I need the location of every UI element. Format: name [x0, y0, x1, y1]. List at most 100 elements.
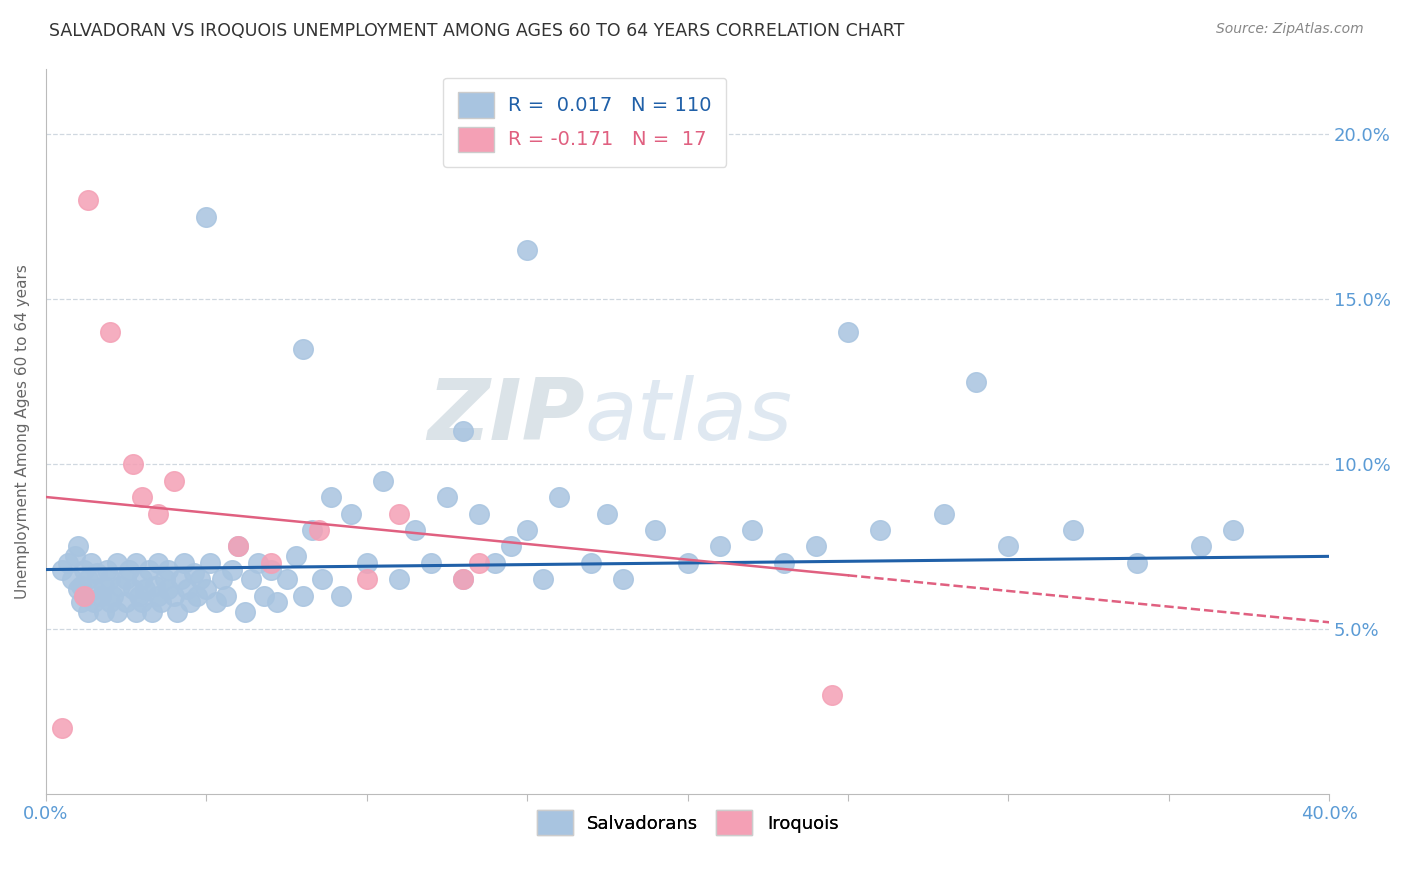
Point	[128, 589, 150, 603]
Point	[308, 523, 330, 537]
Point	[676, 556, 699, 570]
Point	[266, 595, 288, 609]
Point	[468, 507, 491, 521]
Point	[644, 523, 666, 537]
Point	[153, 573, 176, 587]
Point	[138, 562, 160, 576]
Point	[173, 556, 195, 570]
Point	[141, 606, 163, 620]
Point	[150, 595, 173, 609]
Point	[163, 474, 186, 488]
Point	[118, 562, 141, 576]
Point	[73, 589, 96, 603]
Point	[291, 589, 314, 603]
Point	[291, 342, 314, 356]
Point	[51, 562, 73, 576]
Point	[195, 210, 218, 224]
Point	[301, 523, 323, 537]
Point	[1189, 540, 1212, 554]
Point	[965, 375, 987, 389]
Point	[103, 589, 125, 603]
Point	[156, 582, 179, 597]
Point	[93, 579, 115, 593]
Point	[451, 573, 474, 587]
Point	[156, 562, 179, 576]
Point	[741, 523, 763, 537]
Point	[321, 490, 343, 504]
Point	[356, 556, 378, 570]
Point	[58, 556, 80, 570]
Point	[804, 540, 827, 554]
Point	[166, 606, 188, 620]
Text: Source: ZipAtlas.com: Source: ZipAtlas.com	[1216, 22, 1364, 37]
Point	[436, 490, 458, 504]
Point	[131, 490, 153, 504]
Point	[131, 573, 153, 587]
Point	[148, 507, 170, 521]
Point	[76, 606, 98, 620]
Point	[246, 556, 269, 570]
Point	[451, 573, 474, 587]
Point	[419, 556, 441, 570]
Point	[869, 523, 891, 537]
Point	[89, 589, 111, 603]
Point	[131, 595, 153, 609]
Point	[214, 589, 236, 603]
Point	[195, 582, 218, 597]
Point	[772, 556, 794, 570]
Point	[388, 507, 411, 521]
Point	[96, 562, 118, 576]
Point	[997, 540, 1019, 554]
Point	[76, 194, 98, 208]
Text: ZIP: ZIP	[427, 376, 585, 458]
Point	[240, 573, 263, 587]
Legend: Salvadorans, Iroquois: Salvadorans, Iroquois	[522, 796, 853, 850]
Text: atlas: atlas	[585, 376, 793, 458]
Point	[371, 474, 394, 488]
Point	[163, 589, 186, 603]
Point	[148, 556, 170, 570]
Point	[228, 540, 250, 554]
Point	[86, 566, 108, 580]
Point	[73, 589, 96, 603]
Point	[105, 556, 128, 570]
Point	[339, 507, 361, 521]
Point	[837, 325, 859, 339]
Point	[148, 589, 170, 603]
Point	[330, 589, 353, 603]
Point	[186, 589, 208, 603]
Point	[516, 243, 538, 257]
Point	[67, 582, 90, 597]
Point	[170, 573, 193, 587]
Point	[188, 573, 211, 587]
Point	[93, 606, 115, 620]
Point	[63, 549, 86, 564]
Point	[501, 540, 523, 554]
Point	[211, 573, 233, 587]
Point	[80, 556, 103, 570]
Point	[259, 562, 281, 576]
Point	[83, 595, 105, 609]
Point	[105, 606, 128, 620]
Point	[98, 595, 121, 609]
Point	[531, 573, 554, 587]
Point	[451, 424, 474, 438]
Point	[183, 566, 205, 580]
Point	[516, 523, 538, 537]
Point	[51, 721, 73, 735]
Point	[548, 490, 571, 504]
Point	[76, 573, 98, 587]
Point	[1125, 556, 1147, 570]
Y-axis label: Unemployment Among Ages 60 to 64 years: Unemployment Among Ages 60 to 64 years	[15, 264, 30, 599]
Point	[221, 562, 243, 576]
Point	[821, 688, 844, 702]
Point	[198, 556, 221, 570]
Point	[67, 540, 90, 554]
Point	[83, 582, 105, 597]
Point	[276, 573, 298, 587]
Point	[98, 325, 121, 339]
Point	[285, 549, 308, 564]
Text: SALVADORAN VS IROQUOIS UNEMPLOYMENT AMONG AGES 60 TO 64 YEARS CORRELATION CHART: SALVADORAN VS IROQUOIS UNEMPLOYMENT AMON…	[49, 22, 904, 40]
Point	[404, 523, 426, 537]
Point	[179, 595, 201, 609]
